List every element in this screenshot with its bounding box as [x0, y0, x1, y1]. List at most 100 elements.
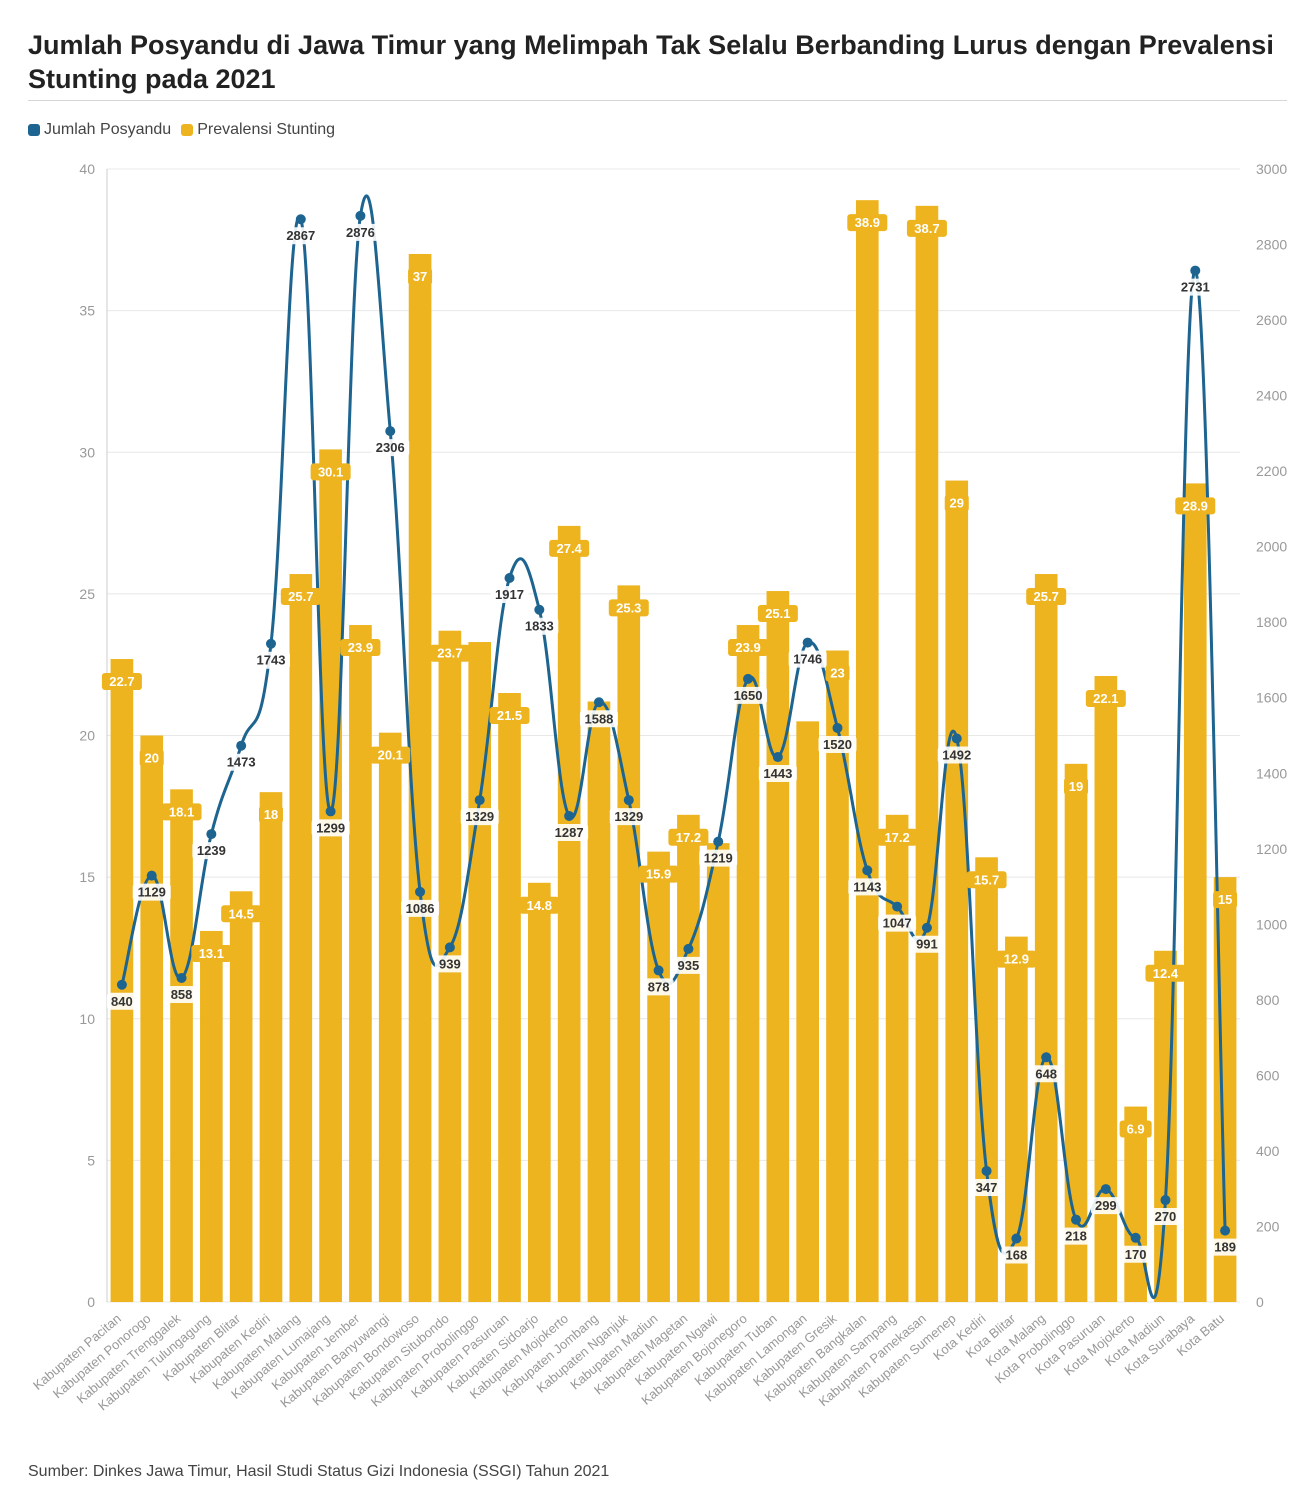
- point-data-label: 2867: [286, 228, 315, 243]
- point-label-bg: [699, 849, 738, 867]
- y-right-tick-label: 1400: [1256, 765, 1287, 781]
- y-left-tick-label: 5: [87, 1152, 95, 1168]
- y-left-tick-label: 35: [79, 303, 95, 319]
- point-data-label: 1239: [197, 843, 226, 858]
- point-label-bg: [1061, 1227, 1092, 1245]
- y-right-tick-label: 0: [1256, 1294, 1264, 1310]
- source-note: Sumber: Dinkes Jawa Timur, Hasil Studi S…: [28, 1463, 610, 1480]
- bar-data-label: 6.9: [1127, 1122, 1145, 1137]
- line-series: [120, 194, 1227, 1299]
- point-data-label: 858: [171, 987, 193, 1002]
- bar: [319, 449, 342, 1303]
- point-data-label: 2876: [346, 225, 375, 240]
- line-point: [1071, 1214, 1082, 1225]
- point-label-bg: [192, 842, 231, 860]
- y-right-tick-label: 2400: [1256, 388, 1287, 404]
- line-point: [1130, 1232, 1141, 1243]
- bar-data-label: 20: [144, 751, 158, 766]
- point-label-bg: [460, 808, 499, 826]
- bar: [468, 642, 492, 1302]
- bar-label-bg: [877, 828, 918, 846]
- line-point: [1160, 1195, 1171, 1206]
- point-label-bg: [281, 227, 320, 245]
- bar: [826, 650, 849, 1302]
- line-point: [981, 1165, 992, 1176]
- line-point: [146, 870, 157, 881]
- point-data-label: 1492: [942, 748, 971, 763]
- bar: [229, 891, 253, 1302]
- bar-label-bg: [847, 214, 888, 232]
- y-left-tick-label: 0: [87, 1294, 95, 1310]
- point-data-label: 1329: [614, 809, 643, 824]
- bar-label-bg: [757, 605, 798, 623]
- legend-item-posyandu[interactable]: Jumlah Posyandu: [28, 121, 171, 139]
- point-data-label: 1588: [584, 711, 613, 726]
- point-data-label: 1746: [793, 652, 822, 667]
- bar-label-bg: [1213, 891, 1238, 909]
- chart-title: Jumlah Posyandu di Jawa Timur yang Melim…: [28, 30, 1274, 94]
- bar-data-label: 15.7: [974, 872, 999, 887]
- bar-data-label: 12.4: [1153, 966, 1179, 981]
- point-label-bg: [251, 651, 290, 669]
- point-data-label: 1917: [495, 587, 524, 602]
- bar-data-label: 18.1: [169, 804, 194, 819]
- line-point: [862, 865, 873, 876]
- point-label-bg: [729, 686, 768, 704]
- bar-data-label: 38.9: [855, 215, 880, 230]
- point-data-label: 1520: [823, 737, 852, 752]
- bar-data-label: 37: [413, 269, 427, 284]
- point-label-bg: [222, 753, 261, 771]
- bar-data-label: 25.1: [765, 606, 790, 621]
- legend-item-stunting[interactable]: Prevalensi Stunting: [181, 121, 335, 139]
- point-label-bg: [341, 223, 380, 241]
- line-point: [743, 673, 754, 684]
- point-data-label: 1650: [734, 688, 763, 703]
- bar-label-bg: [1026, 588, 1067, 606]
- y-right-tick-label: 2000: [1256, 539, 1287, 555]
- point-data-label: 218: [1065, 1229, 1087, 1244]
- bar: [677, 814, 700, 1302]
- point-data-label: 991: [916, 937, 938, 952]
- line-point: [325, 806, 336, 817]
- legend-label-posyandu: Jumlah Posyandu: [44, 121, 172, 138]
- point-data-label: 935: [678, 958, 700, 973]
- line-point: [1041, 1052, 1052, 1063]
- bar: [796, 721, 820, 1302]
- point-data-label: 1143: [853, 879, 881, 894]
- bar-label-bg: [191, 944, 232, 962]
- point-label-bg: [1001, 1246, 1032, 1264]
- point-label-bg: [911, 935, 942, 953]
- bar-label-bg: [966, 871, 1007, 889]
- point-data-label: 939: [439, 956, 461, 971]
- bar-label-bg: [408, 267, 433, 285]
- bar: [736, 625, 760, 1302]
- bar-label-bg: [728, 639, 769, 657]
- bar-label-bg: [280, 588, 321, 606]
- point-label-bg: [878, 914, 917, 932]
- line-point: [951, 733, 962, 744]
- point-label-bg: [818, 735, 857, 753]
- bar-label-bg: [258, 806, 283, 824]
- y-right-tick-label: 200: [1256, 1218, 1280, 1234]
- line-point: [921, 922, 932, 933]
- point-data-label: 299: [1095, 1198, 1117, 1213]
- bar-data-label: 12.9: [1004, 952, 1029, 967]
- point-data-label: 168: [1006, 1248, 1028, 1263]
- bar-label-bg: [906, 219, 947, 237]
- bar-label-bg: [221, 905, 262, 923]
- bar: [170, 789, 193, 1302]
- y-right-tick-label: 2800: [1256, 237, 1287, 253]
- y-left-tick-label: 20: [79, 728, 95, 744]
- y-right-tick-label: 3000: [1256, 161, 1287, 177]
- bar-data-label: 14.8: [527, 898, 552, 913]
- bar-label-bg: [1145, 964, 1186, 982]
- point-label-bg: [579, 710, 618, 728]
- bar-data-label: 17.2: [676, 830, 701, 845]
- bar-data-label: 23.7: [437, 646, 462, 661]
- point-data-label: 2306: [376, 440, 405, 455]
- bar-data-label: 25.7: [288, 589, 313, 604]
- point-label-bg: [520, 617, 559, 635]
- bar-data-label: 13.1: [199, 946, 224, 961]
- bar: [557, 525, 581, 1302]
- bar: [885, 814, 909, 1302]
